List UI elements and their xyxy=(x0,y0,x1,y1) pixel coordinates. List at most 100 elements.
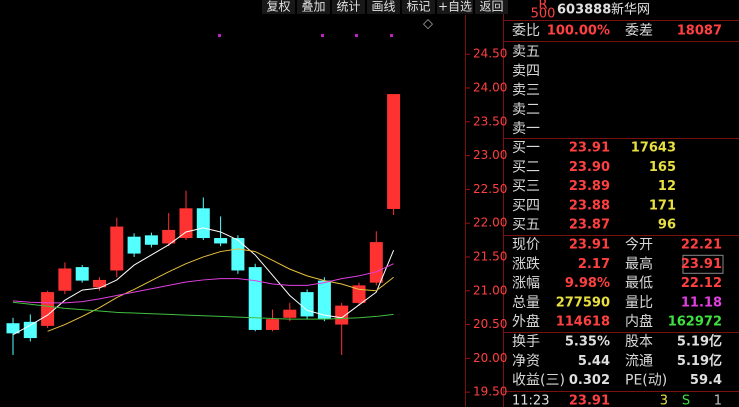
candle-body xyxy=(58,268,72,291)
candle-body xyxy=(179,208,193,239)
candle-body xyxy=(266,319,279,330)
field-value: 5.44 xyxy=(578,354,610,369)
moving-average xyxy=(12,227,395,336)
candle-body xyxy=(317,280,331,320)
candle-body xyxy=(75,267,89,281)
candle-body xyxy=(300,292,314,317)
candle-body xyxy=(162,229,176,244)
field-label: 流通 xyxy=(625,353,653,369)
badge-top: R xyxy=(538,0,547,13)
marker xyxy=(390,34,393,37)
candle-body xyxy=(283,309,297,318)
y-tick-label: 21.50 xyxy=(473,249,507,263)
diamond-icon: ◇ xyxy=(423,17,433,32)
field-value: 23.91 xyxy=(569,238,610,253)
trade-side: S xyxy=(682,394,690,407)
candle-body xyxy=(369,242,383,283)
toolbar-label[interactable]: 标记 xyxy=(406,0,430,14)
buy-label: 买三 xyxy=(512,179,540,195)
field-label: 涨幅 xyxy=(512,276,540,292)
field-label: 今开 xyxy=(625,237,653,253)
moving-average xyxy=(12,263,394,304)
field-value: 11.18 xyxy=(681,295,722,310)
field-value: 18087 xyxy=(677,24,722,39)
buy-volume: 96 xyxy=(658,218,676,233)
field-label: 涨跌 xyxy=(512,256,540,272)
field-label: 最低 xyxy=(625,276,653,292)
field-value: 5.19亿 xyxy=(677,334,722,350)
field-label: PE(动) xyxy=(625,373,667,389)
field-value: 59.4 xyxy=(690,373,722,388)
field-value: 277590 xyxy=(556,295,610,310)
y-tick-label: 24.50 xyxy=(473,47,507,61)
toolbar-button[interactable] xyxy=(332,0,365,14)
buy-price: 23.87 xyxy=(569,218,610,233)
marker xyxy=(218,34,221,37)
buy-price: 23.89 xyxy=(569,179,610,194)
field-value: 0.302 xyxy=(569,373,610,388)
candle-body xyxy=(214,238,228,244)
toolbar-label[interactable]: 返回 xyxy=(479,0,503,14)
field-value: 100.00% xyxy=(547,24,610,39)
field-label: 最高 xyxy=(625,255,653,272)
toolbar-button[interactable] xyxy=(367,0,400,14)
field-label: 总量 xyxy=(512,295,540,311)
buy-label: 买四 xyxy=(512,198,540,214)
toolbar-button[interactable] xyxy=(297,0,330,14)
field-label: 股本 xyxy=(625,334,653,350)
candle-body xyxy=(6,323,20,334)
sell-label: 卖四 xyxy=(512,63,540,79)
buy-price: 23.90 xyxy=(569,160,610,175)
stock-name: 新华网 xyxy=(611,2,650,18)
candle-body xyxy=(23,321,37,339)
panel-lines xyxy=(503,20,739,392)
candle-body xyxy=(127,236,141,254)
moving-average xyxy=(47,248,394,332)
sell-label: 卖二 xyxy=(512,102,540,118)
field-label: 外盘 xyxy=(512,313,540,330)
field-value: 2.17 xyxy=(578,257,610,272)
y-tick-label: 19.50 xyxy=(473,385,507,399)
toolbar-label[interactable]: 统计 xyxy=(336,0,360,14)
toolbar-label[interactable]: +自选 xyxy=(438,0,472,14)
candle-body xyxy=(335,305,349,325)
stock-code: 603888 xyxy=(557,3,611,18)
buy-price: 23.91 xyxy=(569,141,610,156)
trade-count: 1 xyxy=(714,394,722,407)
toolbar-label[interactable]: 叠加 xyxy=(301,0,325,14)
y-tick-label: 23.00 xyxy=(473,148,507,162)
moving-average xyxy=(12,301,394,320)
field-value: 9.98% xyxy=(565,276,610,291)
field-label: 净资 xyxy=(512,353,540,369)
markers xyxy=(218,34,393,37)
candle-body xyxy=(144,235,158,245)
toolbar-button[interactable] xyxy=(437,0,473,14)
sell-label: 卖一 xyxy=(512,121,540,137)
field-label: 内盘 xyxy=(625,313,653,330)
trade-time: 11:23 xyxy=(512,394,549,407)
marker xyxy=(321,34,324,37)
toolbar-label[interactable]: 画线 xyxy=(371,0,395,14)
sell-label: 卖五 xyxy=(512,44,540,60)
buy-volume: 12 xyxy=(658,179,676,194)
field-label: 量比 xyxy=(625,295,653,311)
highlight-box xyxy=(682,254,724,274)
toolbar-button[interactable] xyxy=(475,0,508,14)
candle-body xyxy=(387,94,401,209)
toolbar-button[interactable] xyxy=(402,0,435,14)
buy-volume: 17643 xyxy=(631,141,676,156)
field-value: 162972 xyxy=(668,315,722,330)
y-tick-label: 22.00 xyxy=(473,216,507,230)
field-value: 22.21 xyxy=(681,238,722,253)
trade-volume: 3 xyxy=(660,394,668,407)
field-label: 委差 xyxy=(625,23,653,39)
field-value: 114618 xyxy=(556,315,610,330)
toolbar-label[interactable]: 复权 xyxy=(266,0,290,14)
candle-body xyxy=(110,226,124,271)
y-tick-label: 23.50 xyxy=(473,114,507,128)
toolbar-button[interactable] xyxy=(262,0,295,14)
candle-body xyxy=(93,279,106,288)
candle-body xyxy=(41,292,55,326)
field-value: 5.19亿 xyxy=(677,353,722,369)
